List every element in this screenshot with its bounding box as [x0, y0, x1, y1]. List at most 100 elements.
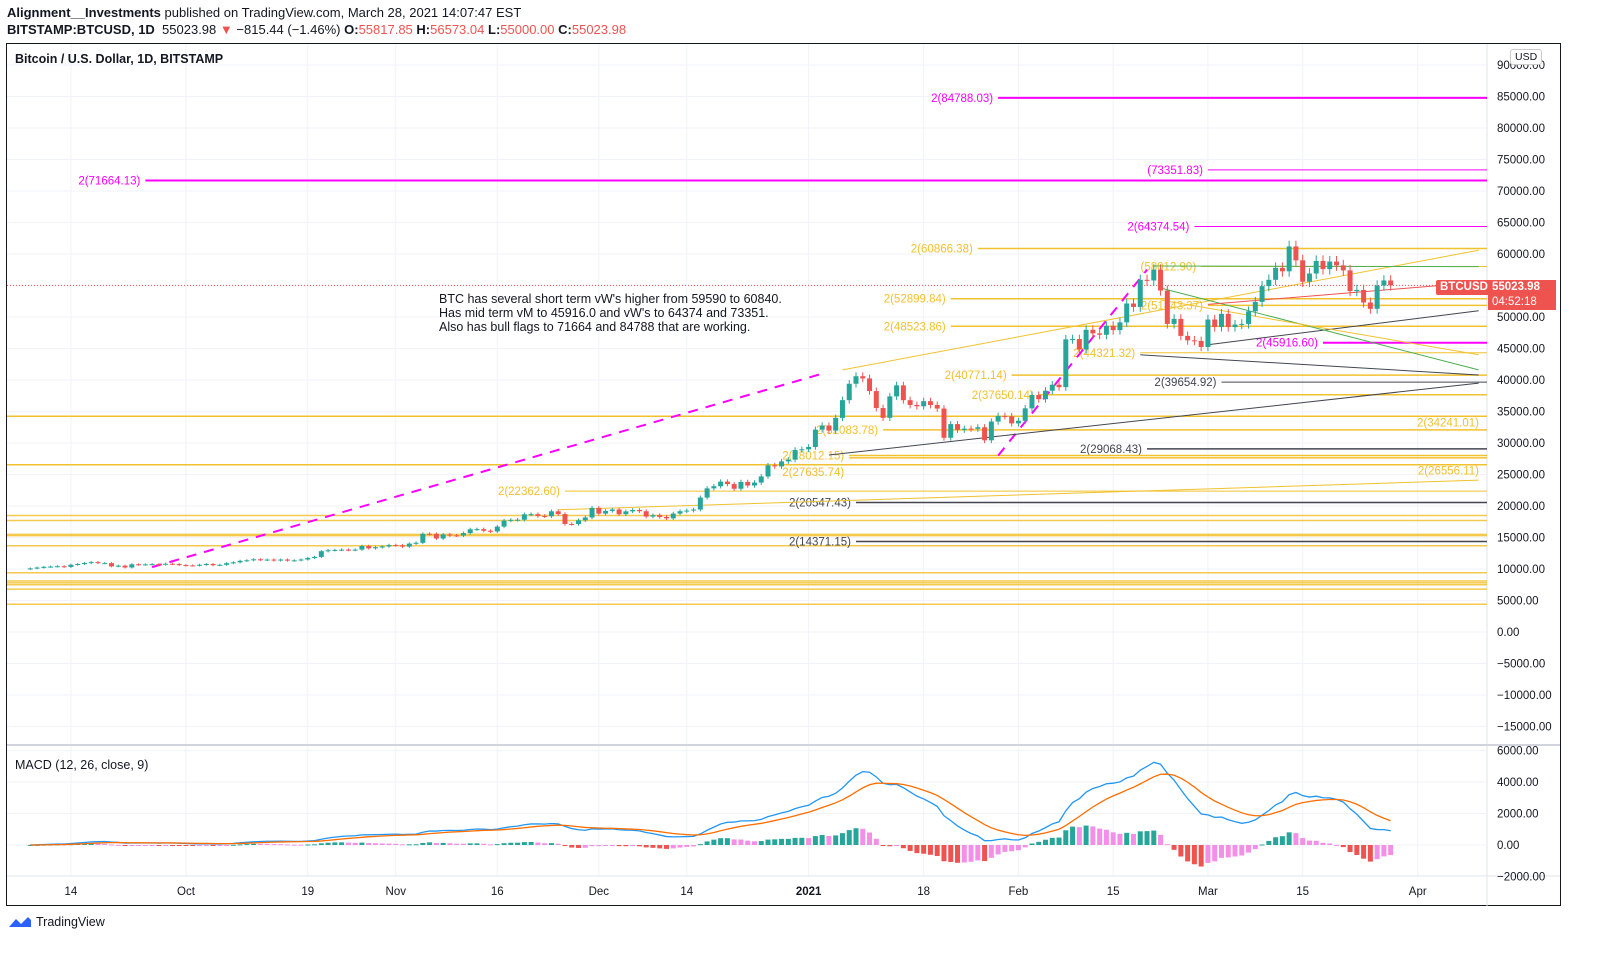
macd-histogram-bar	[400, 844, 406, 846]
candle-body	[1198, 340, 1204, 347]
macd-histogram-bar	[1327, 843, 1333, 845]
candle-body	[298, 559, 304, 561]
candle-body	[948, 424, 954, 438]
candle-body	[109, 563, 115, 567]
macd-histogram-bar	[203, 845, 209, 846]
price-axis-label: −5000.00	[1497, 659, 1545, 671]
candle-body	[731, 484, 737, 489]
macd-histogram-bar	[1198, 845, 1204, 867]
macd-histogram-bar	[474, 843, 480, 845]
down-arrow-icon: ▼	[219, 22, 233, 37]
tradingview-logo[interactable]: TradingView	[8, 915, 105, 929]
candle-body	[41, 566, 47, 568]
price-axis-label: 80000.00	[1497, 123, 1545, 135]
level-label: 2(40771.14)	[945, 370, 1007, 382]
candle-body	[1191, 340, 1197, 342]
candle-body	[102, 563, 108, 565]
candle-body	[1252, 301, 1258, 312]
candle-body	[1097, 333, 1103, 335]
candle-body	[1313, 260, 1319, 274]
candle-body	[481, 529, 487, 531]
candle-body	[806, 446, 812, 450]
price-axis-label: 85000.00	[1497, 92, 1545, 104]
macd-histogram-bar	[1083, 825, 1089, 845]
macd-histogram-bar	[833, 835, 839, 845]
time-axis-label: Apr	[1409, 886, 1427, 898]
author-name[interactable]: Alignment__Investments	[7, 5, 161, 20]
macd-histogram-bar	[169, 845, 175, 846]
macd-histogram-bar	[1117, 833, 1123, 845]
macd-histogram-bar	[1212, 845, 1218, 862]
price-axis-label: 10000.00	[1497, 564, 1545, 576]
last-price-label: 55023.98	[1488, 280, 1556, 295]
macd-histogram-bar	[758, 841, 764, 845]
price-axis-label: 25000.00	[1497, 470, 1545, 482]
time-axis-label: 16	[491, 886, 504, 898]
macd-histogram-bar	[406, 844, 412, 846]
macd-histogram-bar	[27, 845, 33, 846]
candle-body	[961, 428, 967, 430]
currency-button[interactable]: USD	[1510, 49, 1543, 65]
macd-histogram-bar	[548, 843, 554, 845]
candle-body	[846, 383, 852, 401]
macd-histogram-bar	[1293, 833, 1299, 845]
symbol-name: BITSTAMP:BTCUSD, 1D	[7, 22, 155, 37]
candle-body	[1381, 280, 1387, 286]
macd-histogram-bar	[860, 828, 866, 845]
candle-body	[576, 520, 582, 525]
macd-histogram-bar	[1090, 826, 1096, 845]
macd-histogram-bar	[1374, 845, 1380, 860]
time-axis-label: 2021	[796, 886, 822, 898]
level-label: 2(26556.11)	[1418, 466, 1479, 478]
macd-histogram-bar	[1218, 845, 1224, 858]
price-axis-label: 35000.00	[1497, 407, 1545, 419]
candle-body	[1306, 273, 1312, 282]
macd-histogram-bar	[312, 844, 318, 846]
candle-body	[1273, 267, 1279, 280]
macd-histogram-bar	[555, 843, 561, 845]
macd-histogram-bar	[812, 836, 818, 845]
macd-line	[30, 761, 1391, 846]
macd-histogram-bar	[420, 842, 426, 845]
level-label: 2(34241.01)	[1417, 417, 1479, 429]
macd-histogram-bar	[1259, 844, 1265, 846]
time-axis-label: 14	[680, 886, 693, 898]
level-label: 2(45916.60)	[1256, 338, 1318, 350]
macd-histogram-bar	[819, 834, 825, 845]
candle-body	[677, 511, 683, 514]
macd-histogram-bar	[318, 843, 324, 845]
price-axis-label: 20000.00	[1497, 501, 1545, 513]
candle-body	[1056, 384, 1062, 388]
low-value: 55000.00	[500, 22, 555, 37]
macd-histogram-bar	[1151, 830, 1157, 845]
candle-body	[603, 510, 609, 514]
macd-histogram-bar	[643, 845, 649, 848]
candle-body	[386, 545, 392, 547]
macd-axis-label: 6000.00	[1497, 746, 1539, 758]
candle-body	[663, 516, 669, 519]
macd-histogram-bar	[948, 845, 954, 862]
price-axis-label: 40000.00	[1497, 375, 1545, 387]
macd-histogram-bar	[1130, 833, 1136, 845]
candle-body	[68, 564, 74, 567]
macd-histogram-bar	[122, 845, 128, 846]
candle-body	[907, 400, 913, 405]
candle-body	[839, 400, 845, 418]
candle-body	[224, 563, 230, 565]
macd-histogram-bar	[927, 845, 933, 855]
candle-body	[927, 401, 933, 406]
macd-histogram-bar	[535, 842, 541, 845]
macd-histogram-bar	[1178, 845, 1184, 857]
price-axis-label: 15000.00	[1497, 533, 1545, 545]
candle-body	[447, 534, 453, 536]
macd-histogram-bar	[589, 845, 595, 847]
level-label: (58012.90)	[1141, 262, 1197, 274]
candle-body	[751, 482, 757, 486]
time-axis-label: 19	[301, 886, 314, 898]
macd-histogram-bar	[1246, 845, 1252, 853]
high-value: 56573.04	[430, 22, 485, 37]
trend-line	[558, 479, 1479, 511]
candle-body	[312, 556, 318, 558]
macd-histogram-bar	[684, 845, 690, 847]
